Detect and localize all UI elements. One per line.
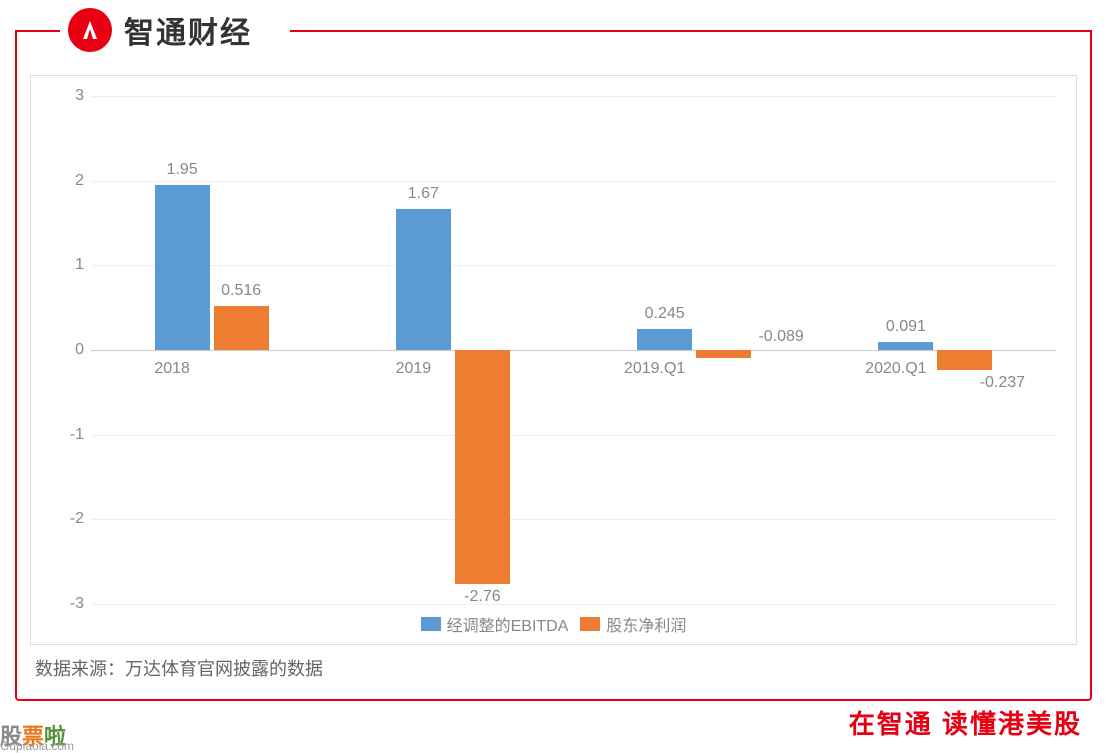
chart-xtick: 2019.Q1 xyxy=(624,360,685,378)
chart-ytick: -3 xyxy=(56,595,84,613)
brand-logo-section: 智通财经 xyxy=(68,8,252,52)
chart-zero-line xyxy=(91,350,1056,351)
legend-swatch-ebitda xyxy=(421,617,441,631)
chart-xtick: 2019 xyxy=(396,360,432,378)
chart-ytick: -1 xyxy=(56,426,84,444)
chart-ytick: 0 xyxy=(56,341,84,359)
chart-bar-label: 0.245 xyxy=(645,305,685,323)
chart-legend: 经调整的EBITDA 股东净利润 xyxy=(31,612,1076,636)
chart-bar xyxy=(637,329,692,350)
chart-xtick: 2018 xyxy=(154,360,190,378)
chart-bar xyxy=(878,342,933,350)
chart-bar-label: 1.95 xyxy=(167,161,198,179)
brand-logo-icon xyxy=(68,8,112,52)
chart-gridline xyxy=(91,265,1056,266)
chart-bar xyxy=(455,350,510,584)
legend-item-ebitda: 经调整的EBITDA xyxy=(421,612,569,636)
chart-ytick: 2 xyxy=(56,172,84,190)
legend-label-profit: 股东净利润 xyxy=(606,612,686,636)
chart-bar xyxy=(214,306,269,350)
watermark: 股 票 啦 Gupiaola.com xyxy=(0,719,66,751)
chart-container: -3 -2 -1 0 1 2 3 1.95 0.516 2018 1.67 -2.76 2019 0.24… xyxy=(30,75,1077,645)
chart-gridline xyxy=(91,519,1056,520)
brand-logo-glyph xyxy=(77,17,103,43)
chart-bar-label: 1.67 xyxy=(408,185,439,203)
chart-plot-area: -3-2-101231.950.51620181.67-2.7620190.24… xyxy=(91,96,1056,604)
chart-bar-label: -0.089 xyxy=(758,328,803,346)
legend-swatch-profit xyxy=(580,617,600,631)
chart-gridline xyxy=(91,435,1056,436)
legend-label-ebitda: 经调整的EBITDA xyxy=(447,612,569,636)
brand-title: 智通财经 xyxy=(124,8,252,52)
chart-gridline xyxy=(91,604,1056,605)
chart-bar xyxy=(155,185,210,350)
chart-ytick: -2 xyxy=(56,510,84,528)
chart-gridline xyxy=(91,96,1056,97)
chart-xtick: 2020.Q1 xyxy=(865,360,926,378)
chart-ytick: 3 xyxy=(56,87,84,105)
chart-bar-label: 0.091 xyxy=(886,318,926,336)
chart-bar-label: -2.76 xyxy=(464,588,500,606)
chart-ytick: 1 xyxy=(56,256,84,274)
chart-bar xyxy=(937,350,992,370)
chart-bar-label: 0.516 xyxy=(221,282,261,300)
chart-gridline xyxy=(91,181,1056,182)
chart-bar xyxy=(696,350,751,358)
chart-bar-label: -0.237 xyxy=(980,374,1025,392)
legend-item-profit: 股东净利润 xyxy=(580,612,686,636)
tagline: 在智通 读懂港美股 xyxy=(849,704,1082,741)
chart-bar xyxy=(396,209,451,350)
source-citation: 数据来源：万达体育官网披露的数据 xyxy=(35,655,323,681)
